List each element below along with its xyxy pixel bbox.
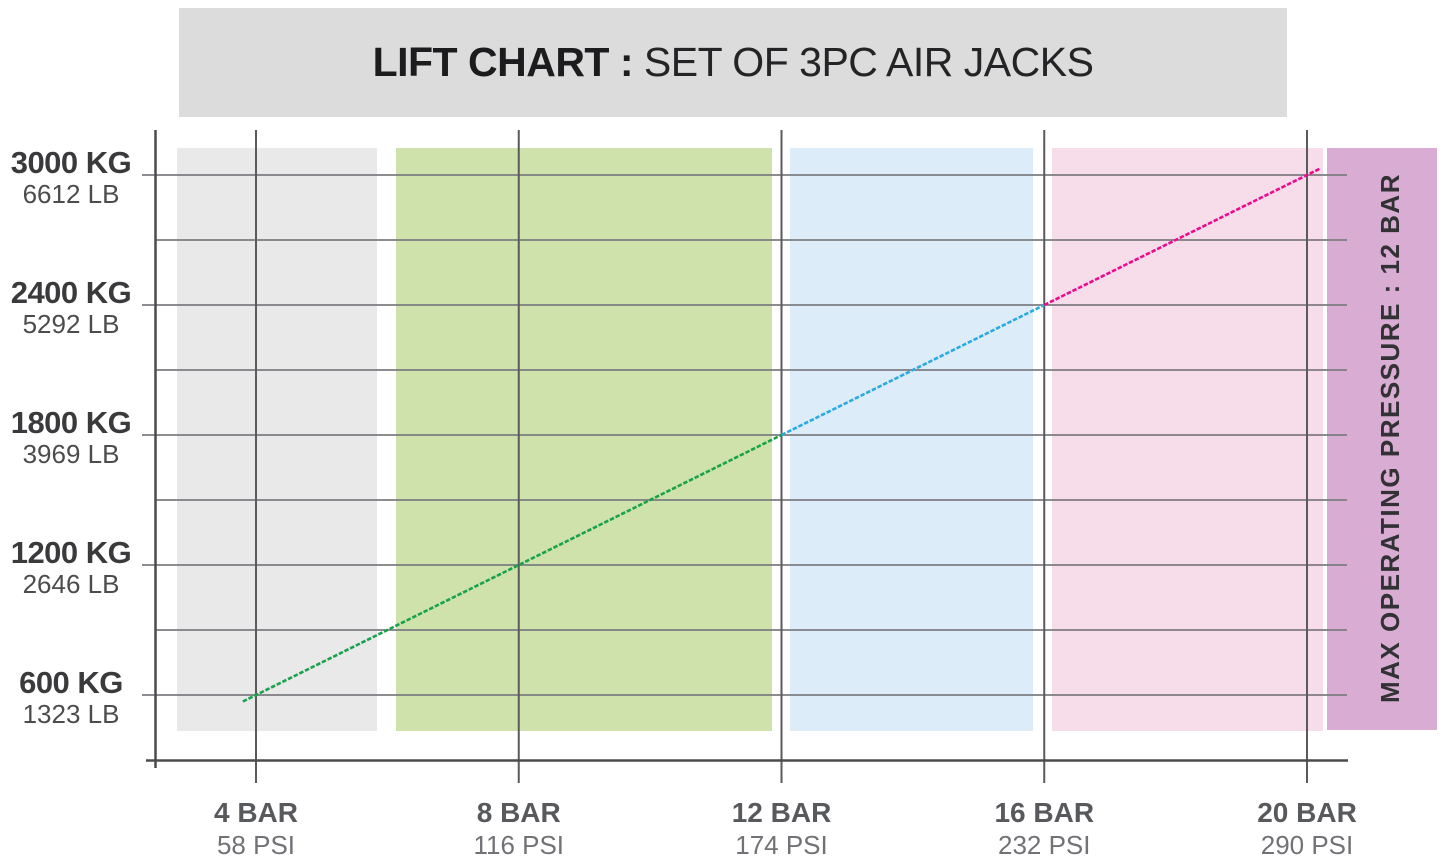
y-axis-label-600kg: 600 KG 1323 LB bbox=[0, 666, 142, 729]
x-axis-bar-value: 12 BAR bbox=[731, 797, 832, 828]
y-axis-label-1200kg: 1200 KG 2646 LB bbox=[0, 536, 142, 599]
x-axis-bar-value: 20 BAR bbox=[1257, 797, 1357, 828]
y-axis-lb-value: 5292 LB bbox=[22, 309, 120, 339]
y-axis-kg-value: 1200 KG bbox=[10, 535, 132, 570]
y-axis-kg-value: 3000 KG bbox=[10, 145, 132, 180]
x-axis-psi-value: 290 PSI bbox=[1260, 830, 1354, 860]
x-axis-label-12bar: 12 BAR 174 PSI bbox=[692, 797, 872, 860]
y-axis-kg-value: 600 KG bbox=[19, 665, 123, 700]
x-axis-psi-value: 58 PSI bbox=[216, 830, 296, 860]
chart-title-rest: SET OF 3PC AIR JACKS bbox=[633, 39, 1094, 85]
max-pressure-band bbox=[1327, 148, 1437, 730]
x-axis-bar-value: 4 BAR bbox=[213, 797, 298, 828]
x-axis-psi-value: 174 PSI bbox=[735, 830, 828, 860]
pressure-zone-band-3 bbox=[790, 148, 1033, 731]
chart-title: LIFT CHART : SET OF 3PC AIR JACKS bbox=[373, 39, 1094, 86]
pressure-zone-band-1 bbox=[177, 148, 377, 731]
capacity-line-segment-1 bbox=[242, 433, 783, 703]
title-banner: LIFT CHART : SET OF 3PC AIR JACKS bbox=[179, 8, 1287, 117]
pressure-zone-band-4 bbox=[1052, 148, 1323, 731]
x-axis-psi-value: 116 PSI bbox=[473, 830, 565, 860]
y-axis-kg-value: 2400 KG bbox=[10, 275, 132, 310]
x-axis-label-8bar: 8 BAR 116 PSI bbox=[429, 797, 609, 860]
x-axis-bar-value: 8 BAR bbox=[476, 797, 561, 828]
y-axis-kg-value: 1800 KG bbox=[10, 405, 132, 440]
y-axis-lb-value: 1323 LB bbox=[22, 699, 120, 729]
y-axis-label-3000kg: 3000 KG 6612 LB bbox=[0, 146, 142, 209]
x-axis-psi-value: 232 PSI bbox=[997, 830, 1091, 860]
x-axis-label-20bar: 20 BAR 290 PSI bbox=[1217, 797, 1397, 860]
y-axis-label-2400kg: 2400 KG 5292 LB bbox=[0, 276, 142, 339]
y-axis-lb-value: 2646 LB bbox=[22, 569, 120, 599]
x-axis-label-4bar: 4 BAR 58 PSI bbox=[166, 797, 346, 860]
y-axis-lb-value: 6612 LB bbox=[22, 179, 120, 209]
y-axis-lb-value: 3969 LB bbox=[22, 439, 120, 469]
max-pressure-side-label: MAX OPERATING PRESSURE : 12 BAR bbox=[1375, 173, 1405, 703]
x-axis-bar-value: 16 BAR bbox=[994, 797, 1095, 828]
pressure-zone-band-2 bbox=[396, 148, 772, 731]
chart-title-bold: LIFT CHART : bbox=[372, 39, 634, 85]
x-axis-label-16bar: 16 BAR 232 PSI bbox=[954, 797, 1134, 860]
capacity-line-segment-3 bbox=[1043, 167, 1321, 307]
capacity-line-segment-2 bbox=[780, 303, 1045, 437]
y-axis-label-1800kg: 1800 KG 3969 LB bbox=[0, 406, 142, 469]
